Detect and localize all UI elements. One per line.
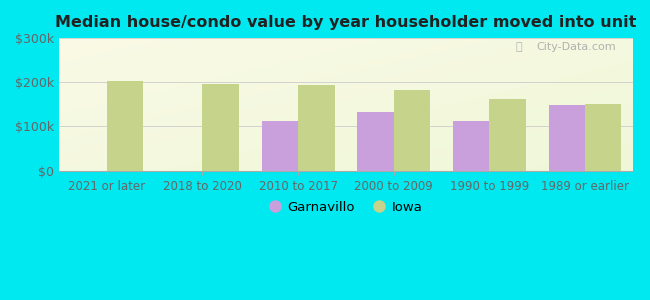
- Bar: [298, 85, 335, 171]
- Bar: [549, 105, 585, 171]
- Title: Median house/condo value by year householder moved into unit: Median house/condo value by year househo…: [55, 15, 636, 30]
- Bar: [453, 121, 489, 171]
- Bar: [203, 84, 239, 171]
- Text: ⓘ: ⓘ: [515, 42, 522, 52]
- Bar: [107, 81, 143, 171]
- Bar: [489, 99, 526, 171]
- Bar: [394, 90, 430, 171]
- Text: City-Data.com: City-Data.com: [536, 42, 616, 52]
- Legend: Garnavillo, Iowa: Garnavillo, Iowa: [265, 196, 428, 220]
- Bar: [585, 104, 621, 171]
- Bar: [262, 121, 298, 171]
- Bar: [358, 112, 394, 171]
